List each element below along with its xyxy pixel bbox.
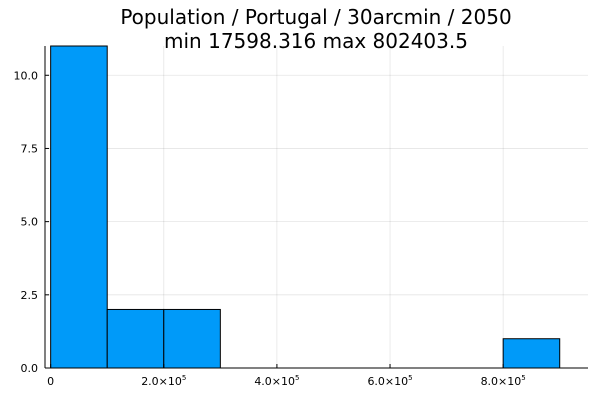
y-tick-label: 10.0 xyxy=(14,69,39,82)
y-tick-label: 0.0 xyxy=(21,362,39,375)
chart-title-line-1: Population / Portugal / 30arcmin / 2050 xyxy=(120,5,511,29)
chart-title-line-2: min 17598.316 max 802403.5 xyxy=(164,29,468,53)
axes xyxy=(44,46,588,369)
y-tick-label: 5.0 xyxy=(21,216,39,229)
x-tick-label: 2.0×105 xyxy=(141,374,186,388)
x-tick-label: 0 xyxy=(47,375,54,388)
histogram-bar xyxy=(50,45,108,369)
histogram-bar xyxy=(502,338,561,369)
x-tick-label: 8.0×105 xyxy=(481,374,526,388)
x-tick-label: 6.0×105 xyxy=(367,374,412,388)
y-tick-label: 7.5 xyxy=(21,142,39,155)
histogram-bar xyxy=(163,308,221,369)
histogram-bars xyxy=(50,45,561,369)
y-tick-label: 2.5 xyxy=(21,289,39,302)
histogram-bar xyxy=(106,308,165,369)
x-tick-label: 4.0×105 xyxy=(254,374,299,388)
y-tick-labels: 0.0 2.5 5.0 7.5 10.0 xyxy=(14,69,39,375)
x-tick-labels: 0 2.0×105 4.0×105 6.0×105 8.0×105 xyxy=(47,374,526,388)
